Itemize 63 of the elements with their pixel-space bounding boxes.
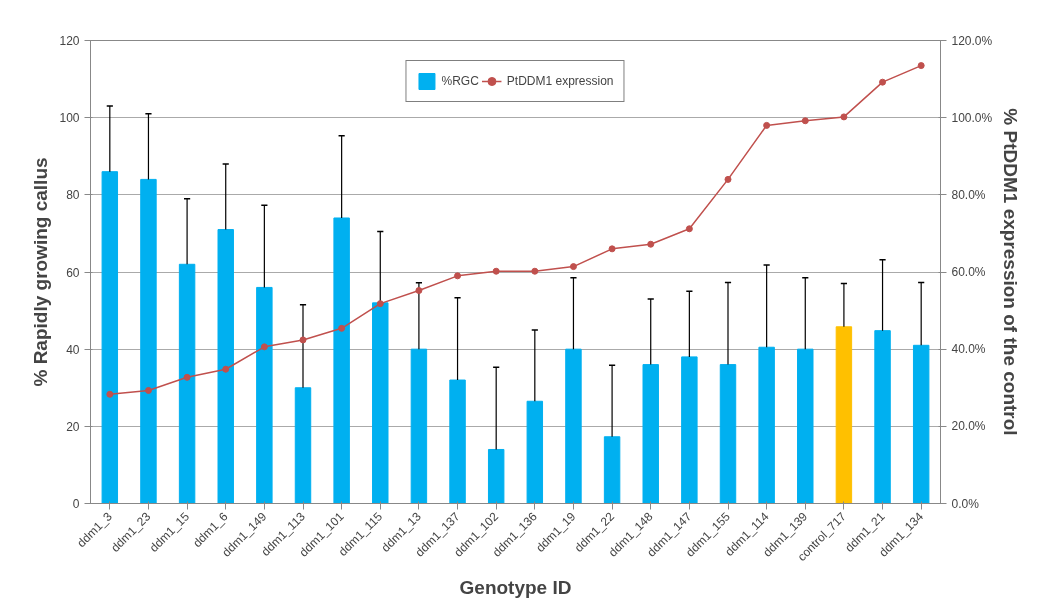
point — [917, 62, 925, 70]
bar — [681, 356, 698, 504]
y2-tick-label: 120.0% — [951, 33, 993, 48]
point — [685, 225, 693, 233]
bar — [912, 344, 930, 504]
bar — [797, 348, 814, 504]
point — [492, 267, 500, 275]
y2-tick-label: 80.0% — [951, 187, 986, 202]
y-tick-label: 20 — [66, 419, 80, 434]
point — [531, 267, 539, 275]
bar — [217, 229, 234, 504]
point — [183, 373, 191, 381]
x-axis-title: Genotype ID — [459, 576, 572, 598]
point — [260, 343, 268, 351]
point — [338, 324, 346, 332]
y2-tick-label: 20.0% — [951, 419, 986, 434]
y2-axis-title: % PtDDM1 expression of the control — [1000, 108, 1022, 436]
y2-tick-label: 100.0% — [951, 110, 993, 125]
point — [415, 287, 423, 295]
bar — [410, 348, 428, 504]
bar — [333, 217, 350, 504]
bar — [603, 436, 621, 504]
point — [106, 390, 114, 398]
point — [840, 113, 848, 121]
bar — [565, 348, 582, 504]
legend-label: PtDDM1 expression — [506, 74, 614, 88]
point — [608, 245, 616, 253]
point — [763, 121, 771, 129]
legend-label: %RGC — [441, 74, 479, 88]
y-tick-label: 100 — [59, 111, 80, 126]
bar — [294, 387, 312, 504]
bar — [758, 346, 775, 504]
point — [801, 117, 809, 125]
point — [724, 175, 732, 183]
point — [454, 272, 462, 280]
y2-tick-label: 0.0% — [951, 496, 980, 511]
bar — [140, 178, 157, 504]
point — [647, 240, 655, 248]
point — [222, 365, 230, 373]
point — [569, 263, 577, 271]
bar — [719, 364, 737, 504]
bar — [526, 400, 544, 504]
point — [376, 300, 384, 308]
bar — [178, 263, 196, 504]
y2-tick-label: 60.0% — [951, 265, 986, 279]
y-tick-label: 0 — [72, 497, 80, 511]
y-tick-label: 120 — [59, 34, 80, 48]
bar — [487, 448, 505, 504]
bar — [874, 330, 891, 504]
bar — [101, 171, 119, 504]
point — [299, 336, 307, 344]
point — [879, 78, 887, 86]
bar — [372, 302, 389, 504]
bar — [449, 379, 466, 504]
bar — [835, 326, 853, 504]
point — [144, 386, 152, 394]
y-tick-label: 40 — [66, 342, 80, 357]
y-tick-label: 60 — [66, 265, 80, 280]
y2-tick-label: 40.0% — [951, 342, 986, 357]
bar — [642, 364, 659, 504]
y-axis-title: % Rapidly growing callus — [30, 157, 52, 387]
bar — [256, 286, 273, 504]
y-tick-label: 80 — [66, 188, 80, 203]
